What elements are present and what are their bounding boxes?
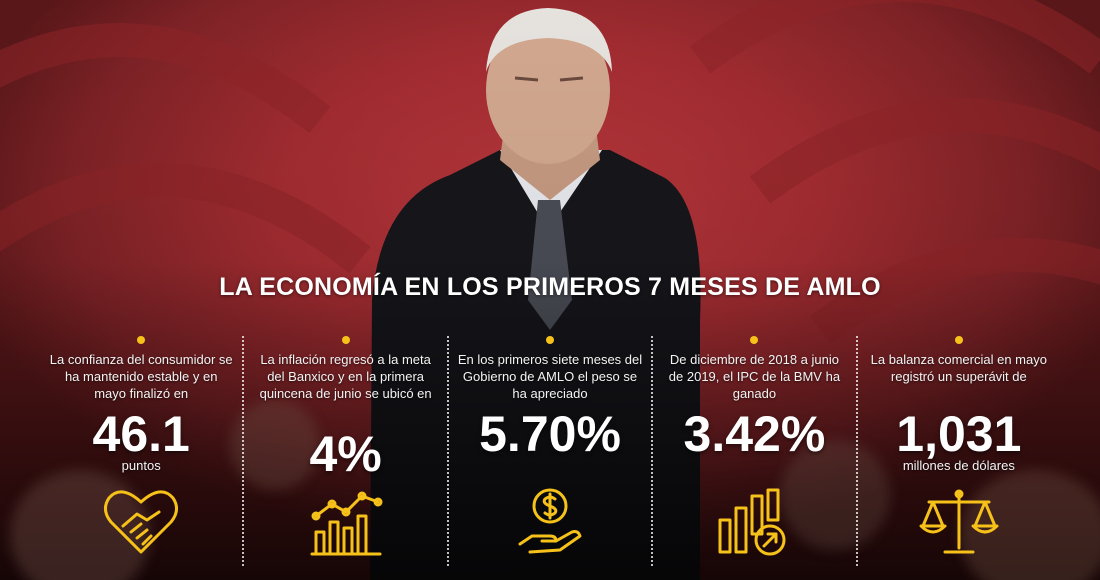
stat-value: 5.70%: [479, 406, 621, 462]
balance-scale-icon: [919, 489, 999, 554]
growth-bars-icon: [718, 488, 786, 556]
bullet-dot: [137, 336, 146, 344]
bokeh-light: [780, 440, 890, 550]
bullet-dot: [954, 336, 963, 344]
stat-peso: En los primeros siete meses del Gobierno…: [446, 336, 651, 566]
handshake-heart-icon: [104, 490, 179, 554]
stat-unit: millones de dólares: [902, 458, 1015, 473]
line-bar-chart-icon: [310, 491, 383, 556]
infographic-title: LA ECONOMÍA EN LOS PRIMEROS 7 MESES DE A…: [219, 273, 881, 301]
bullet-dot: [341, 336, 350, 344]
stat-description: En los primeros siete meses del Gobierno…: [457, 352, 643, 401]
stat-consumer-confidence: La confianza del consumidor se ha manten…: [40, 336, 242, 566]
stat-inflation: La inflación regresó a la meta del Banxi…: [242, 336, 446, 566]
bullet-dot: [546, 336, 555, 344]
stat-trade-balance: La balanza comercial en mayo registró un…: [855, 336, 1060, 566]
bullet-dot: [750, 336, 759, 344]
stat-description: De diciembre de 2018 a junio de 2019, el…: [668, 352, 841, 401]
stat-value: 1,031: [896, 406, 1022, 462]
stat-value: 46.1: [92, 406, 190, 462]
stat-description: La balanza comercial en mayo registró un…: [870, 352, 1047, 384]
stat-value: 4%: [309, 426, 382, 482]
stat-value: 3.42%: [683, 406, 826, 462]
stat-description: La inflación regresó a la meta del Banxi…: [259, 352, 432, 401]
bokeh-light: [230, 400, 320, 490]
stats-row: La confianza del consumidor se ha manten…: [40, 336, 1060, 566]
stat-unit: puntos: [121, 458, 161, 473]
stat-ipc-bmv: De diciembre de 2018 a junio de 2019, el…: [651, 336, 855, 566]
dollar-hand-icon: [518, 488, 582, 554]
stat-description: La confianza del consumidor se ha manten…: [49, 352, 233, 401]
